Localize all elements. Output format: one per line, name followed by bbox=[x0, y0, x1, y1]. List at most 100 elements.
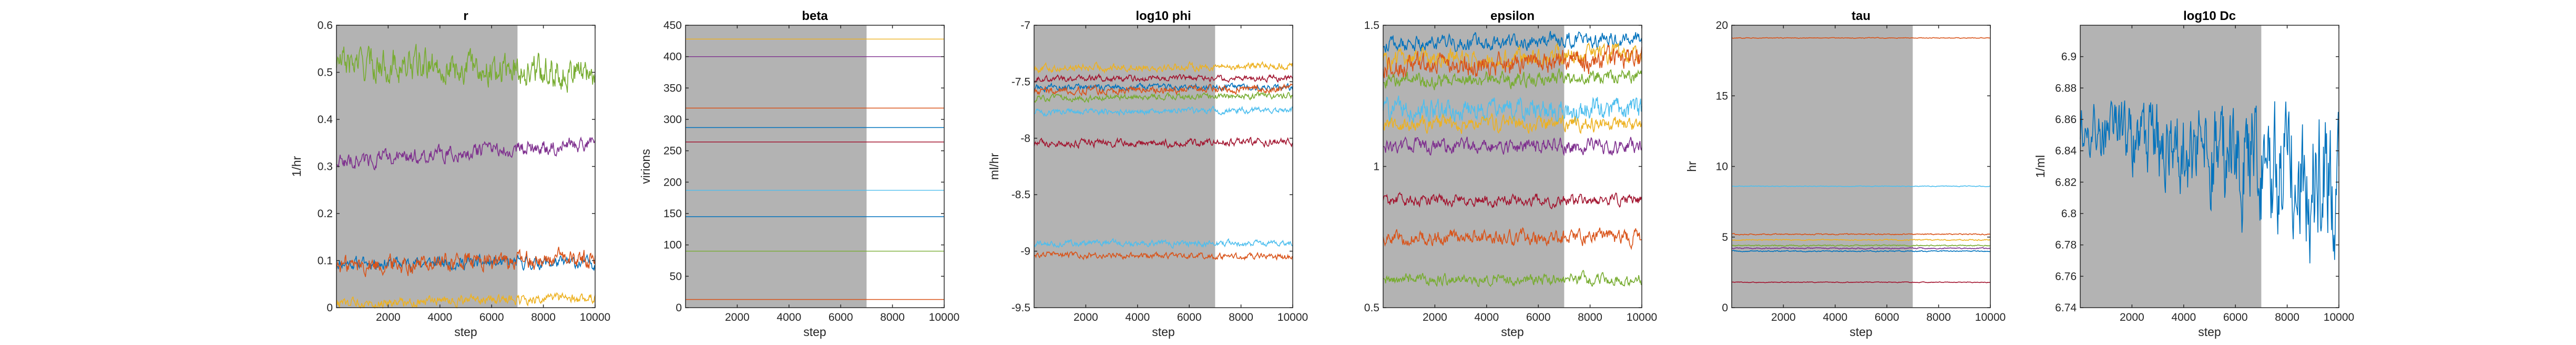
x-tick-label: 10000 bbox=[580, 311, 610, 323]
x-tick-label: 2000 bbox=[2120, 311, 2144, 323]
x-tick-label: 6000 bbox=[2223, 311, 2248, 323]
x-tick-label: 8000 bbox=[1229, 311, 1253, 323]
burnin-region bbox=[1034, 25, 1215, 308]
y-tick-label: 6.88 bbox=[2055, 82, 2077, 94]
x-tick-label: 2000 bbox=[1423, 311, 1447, 323]
x-tick-label: 8000 bbox=[1578, 311, 1602, 323]
y-tick-label: 6.78 bbox=[2055, 239, 2077, 251]
x-tick-label: 6000 bbox=[1526, 311, 1551, 323]
x-tick-label: 4000 bbox=[1474, 311, 1499, 323]
trace-line bbox=[1731, 37, 1991, 39]
trace-line bbox=[1383, 42, 1642, 72]
trace-panel: 2000 4000 6000 8000 10000 -9.5 -9 -8.5 -8 -7.5 -7 l… bbox=[987, 9, 1308, 339]
y-axis-label: ml/hr bbox=[987, 153, 1001, 180]
y-axis-label: hr bbox=[1685, 161, 1699, 172]
y-tick-label: 0.2 bbox=[318, 208, 333, 220]
axes-box bbox=[685, 25, 945, 308]
x-tick-label: 2000 bbox=[1074, 311, 1098, 323]
x-tick-label: 2000 bbox=[725, 311, 750, 323]
trace-panel: 2000 4000 6000 8000 10000 0.5 1 1.5 epsilon step bbox=[1364, 9, 1657, 339]
y-tick-label: 400 bbox=[663, 51, 682, 63]
trace-panel: 2000 4000 6000 8000 10000 6.74 6.76 6.78 6.8 6.82… bbox=[2033, 9, 2354, 339]
trace-line bbox=[1731, 247, 1991, 250]
panel-title: r bbox=[463, 9, 468, 23]
trace-line bbox=[1383, 31, 1642, 53]
panel-title: epsilon bbox=[1490, 9, 1535, 23]
x-tick-label: 8000 bbox=[880, 311, 905, 323]
trace-line bbox=[1383, 44, 1642, 80]
trace-line bbox=[1034, 105, 1293, 117]
y-tick-label: 0.3 bbox=[318, 161, 333, 173]
axes-box bbox=[1034, 25, 1293, 308]
y-tick-label: 6.76 bbox=[2055, 270, 2077, 282]
y-tick-label: 300 bbox=[663, 114, 682, 126]
panel-title: beta bbox=[802, 9, 828, 23]
y-tick-label: 0.4 bbox=[318, 114, 333, 126]
panel-title: tau bbox=[1852, 9, 1870, 23]
x-tick-label: 2000 bbox=[1771, 311, 1796, 323]
x-tick-label: 8000 bbox=[1926, 311, 1951, 323]
x-tick-label: 6000 bbox=[1875, 311, 1899, 323]
trace-line bbox=[1383, 113, 1642, 134]
x-tick-label: 8000 bbox=[531, 311, 556, 323]
x-tick-label: 10000 bbox=[929, 311, 959, 323]
y-tick-label: 6.8 bbox=[2061, 208, 2077, 220]
x-axis-label: step bbox=[1152, 325, 1174, 339]
burnin-region bbox=[686, 25, 867, 308]
y-tick-label: 6.84 bbox=[2055, 145, 2077, 157]
x-tick-label: 2000 bbox=[376, 311, 401, 323]
x-tick-label: 4000 bbox=[1125, 311, 1150, 323]
y-tick-label: 6.9 bbox=[2061, 51, 2077, 63]
y-tick-label: -8.5 bbox=[1011, 189, 1030, 201]
y-tick-label: 6.82 bbox=[2055, 176, 2077, 188]
trace-line bbox=[336, 247, 596, 277]
y-tick-label: 0 bbox=[326, 302, 333, 314]
trace-line bbox=[1034, 82, 1293, 93]
y-axis-label: 1/ml bbox=[2033, 155, 2047, 178]
x-tick-label: 6000 bbox=[479, 311, 504, 323]
y-tick-label: 50 bbox=[670, 270, 682, 282]
y-tick-label: 350 bbox=[663, 82, 682, 94]
y-tick-label: 0.5 bbox=[1364, 302, 1379, 314]
trace-line bbox=[336, 136, 596, 171]
y-tick-label: 1.5 bbox=[1364, 19, 1379, 32]
trace-line bbox=[1383, 191, 1642, 210]
trace-panel: 2000 4000 6000 8000 10000 0 50 100 150 200 250 300 3… bbox=[639, 9, 959, 339]
x-tick-label: 4000 bbox=[776, 311, 801, 323]
trace-line bbox=[1732, 281, 1991, 283]
trace-line bbox=[1383, 136, 1642, 157]
x-tick-label: 6000 bbox=[1177, 311, 1202, 323]
trace-line bbox=[1034, 136, 1293, 149]
x-tick-label: 10000 bbox=[1627, 311, 1657, 323]
trace-line bbox=[336, 292, 596, 309]
trace-line bbox=[336, 44, 596, 93]
y-tick-label: 1 bbox=[1373, 161, 1379, 173]
y-tick-label: -9 bbox=[1020, 246, 1030, 258]
trace-line bbox=[1034, 83, 1293, 97]
y-tick-label: 0 bbox=[676, 302, 682, 314]
trace-line bbox=[1034, 73, 1293, 84]
x-axis-label: step bbox=[454, 325, 477, 339]
y-tick-label: 10 bbox=[1716, 161, 1728, 173]
x-tick-label: 10000 bbox=[1277, 311, 1308, 323]
trace-line bbox=[1034, 60, 1293, 74]
y-tick-label: 20 bbox=[1716, 19, 1728, 32]
trace-panel: 2000 4000 6000 8000 10000 0 5 10 15 20 tau step hr bbox=[1685, 9, 2006, 339]
trace-line bbox=[1034, 238, 1293, 249]
x-tick-label: 4000 bbox=[2171, 311, 2196, 323]
trace-line bbox=[1034, 251, 1293, 261]
y-tick-label: 5 bbox=[1722, 231, 1728, 243]
x-tick-label: 6000 bbox=[829, 311, 853, 323]
y-tick-label: 200 bbox=[663, 176, 682, 188]
trace-line bbox=[1731, 185, 1991, 187]
trace-line bbox=[1383, 68, 1642, 90]
y-axis-label: 1/hr bbox=[290, 156, 303, 177]
x-axis-label: step bbox=[1501, 325, 1524, 339]
x-tick-label: 10000 bbox=[1975, 311, 2006, 323]
trace-line bbox=[1383, 227, 1642, 250]
x-tick-label: 4000 bbox=[427, 311, 452, 323]
y-tick-label: 100 bbox=[663, 239, 682, 251]
x-axis-label: step bbox=[1849, 325, 1872, 339]
y-tick-label: -9.5 bbox=[1011, 302, 1030, 314]
